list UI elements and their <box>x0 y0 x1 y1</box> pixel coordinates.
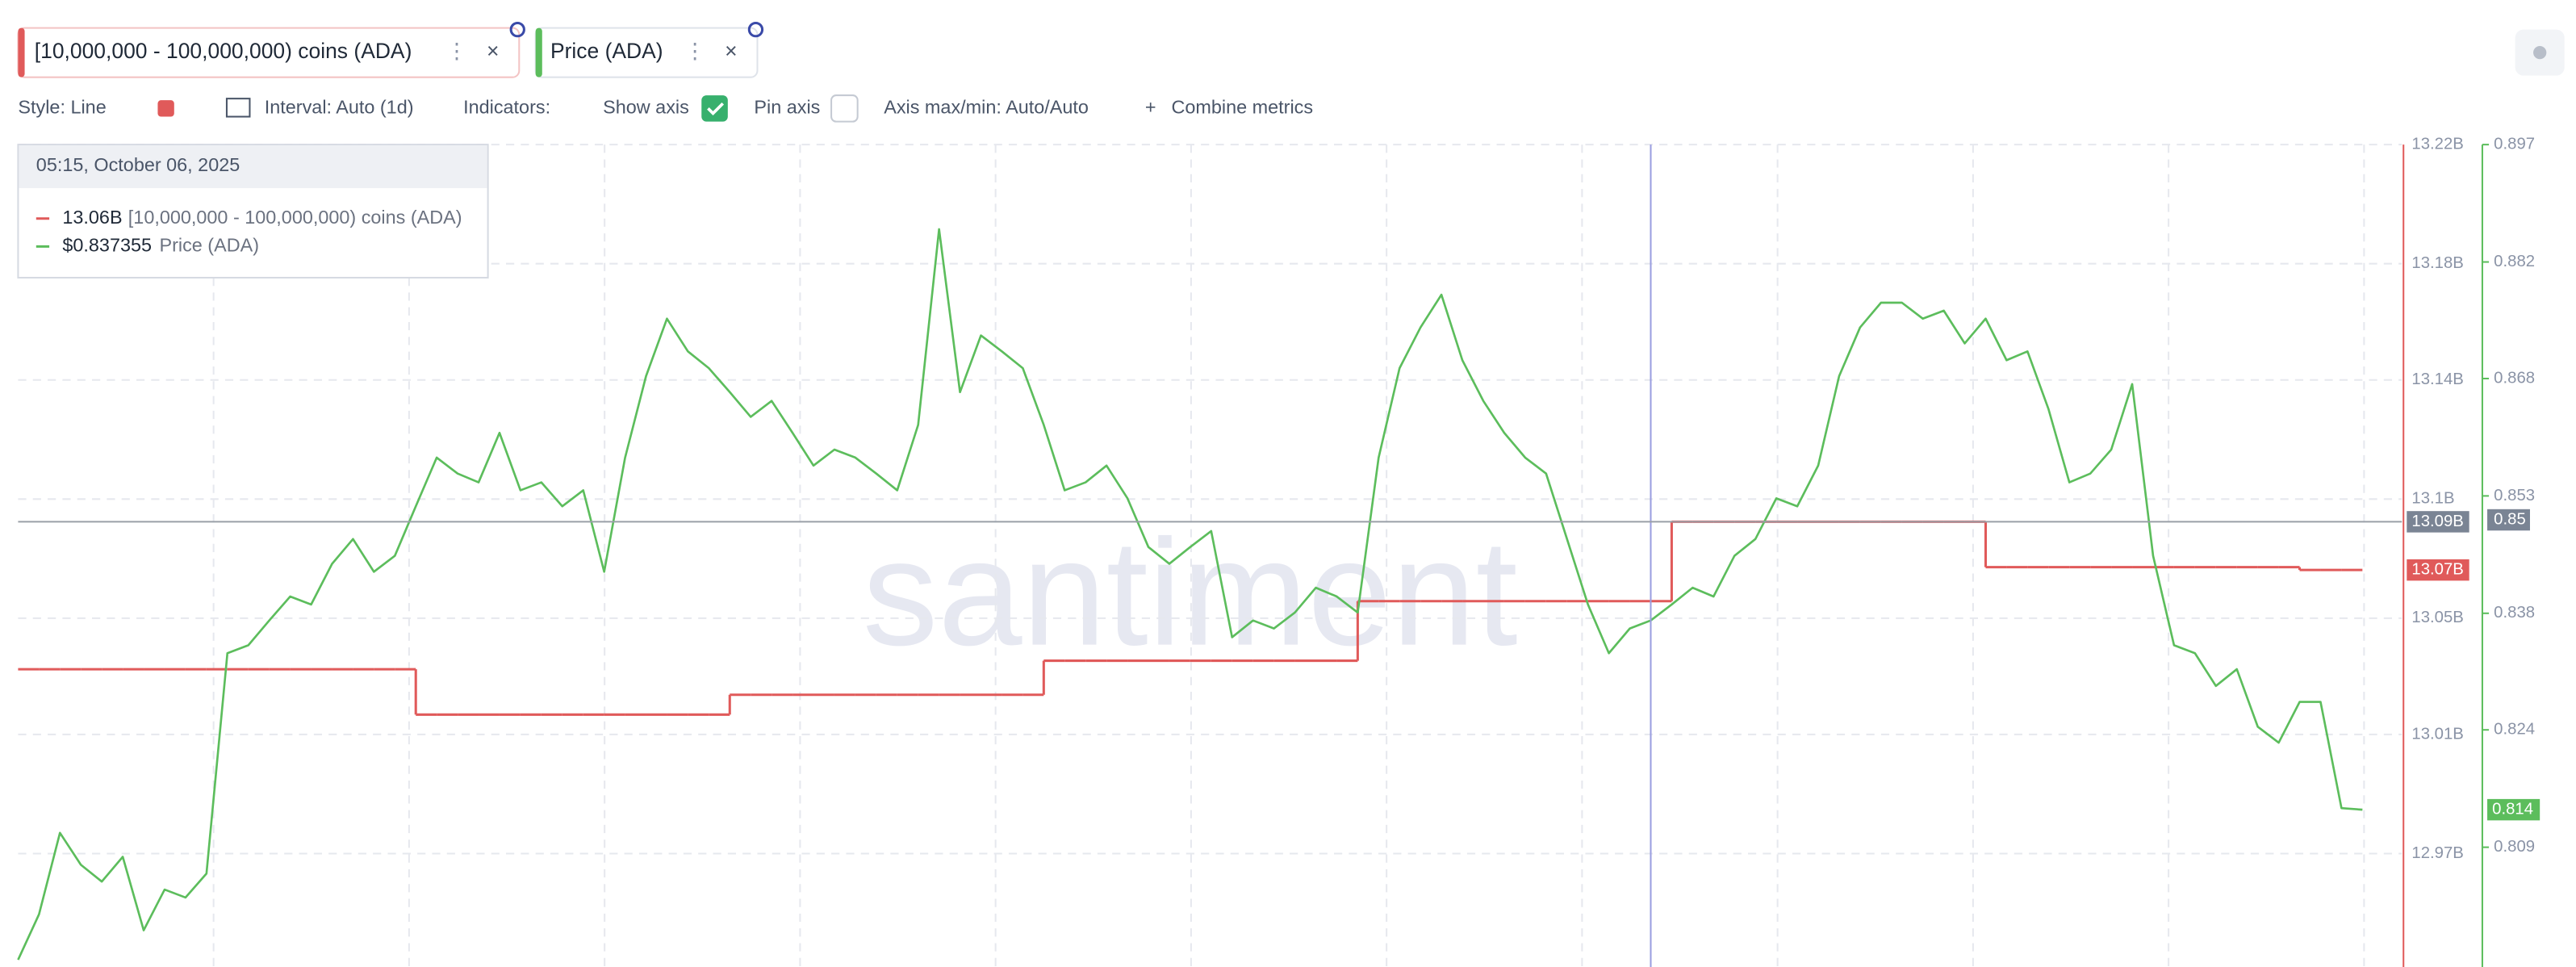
plot: 12.97B 13.01B 13.05B 13.1B 13.14B 13.18B 13.22… <box>17 136 2540 967</box>
y2-tick-label: 0.868 <box>2494 369 2535 387</box>
close-icon[interactable]: × <box>725 39 737 63</box>
y2-tick-label: 0.838 <box>2494 604 2535 622</box>
last-value-label: 13.07B <box>2411 561 2463 579</box>
close-icon[interactable]: × <box>487 39 499 63</box>
tooltip-metric: [10,000,000 - 100,000,000) coins (ADA) <box>128 207 462 228</box>
interval-select[interactable]: Interval: Auto (1d) <box>265 97 414 118</box>
toggle-icon <box>2533 45 2547 60</box>
check-mark <box>707 102 725 116</box>
crosshair-badge <box>2487 509 2530 531</box>
metric-name: Price (ADA) <box>550 39 663 63</box>
interval-icon <box>225 98 251 118</box>
y2-tick-label: 0.824 <box>2494 721 2535 739</box>
tooltip-date: 05:15, October 06, 2025 <box>36 154 240 175</box>
axis-minmax-select[interactable]: Axis max/min: Auto/Auto <box>884 97 1089 118</box>
style-select[interactable]: Style: Line <box>18 97 106 118</box>
y-tick-label: 13.22B <box>2411 136 2463 153</box>
y-tick-label: 13.05B <box>2411 609 2463 626</box>
y2-tick-label: 0.853 <box>2494 487 2535 504</box>
tooltip-value: $0.837355 <box>62 235 152 256</box>
show-axis-checkbox[interactable] <box>701 95 728 122</box>
watermark: santiment <box>863 508 1518 677</box>
crosshair-badge <box>2407 511 2469 533</box>
y-tick-label: 13.01B <box>2411 725 2463 743</box>
tooltip-metric: Price (ADA) <box>159 235 259 256</box>
tooltip-value: 13.06B <box>62 207 122 228</box>
crosshair-label: 13.09B <box>2411 513 2463 530</box>
last-value-label: 0.814 <box>2492 801 2533 818</box>
settings-icon[interactable] <box>509 21 525 38</box>
price-line <box>17 228 2363 961</box>
last-value-badge <box>2407 559 2469 581</box>
combine-metrics[interactable]: Combine metrics <box>1171 97 1313 118</box>
y2-tick-label: 0.897 <box>2494 136 2535 153</box>
y-tick-label: 13.14B <box>2411 370 2463 388</box>
y2-tick-label: 0.809 <box>2494 838 2535 856</box>
y-tick-label: 13.18B <box>2411 254 2463 272</box>
show-axis-label: Show axis <box>603 97 689 118</box>
y-tick-label: 12.97B <box>2411 844 2463 862</box>
y-tick-label: 13.1B <box>2411 490 2454 508</box>
crosshair-label: 0.85 <box>2494 510 2526 528</box>
last-value-badge <box>2487 798 2540 821</box>
tooltip: 05:15, October 06, 2025 13.06B [10,000,0… <box>17 144 489 279</box>
tooltip-header <box>19 145 487 189</box>
settings-icon[interactable] <box>747 21 764 38</box>
pin-axis-label: Pin axis <box>754 97 820 118</box>
metric-color <box>18 27 25 77</box>
metric-color <box>535 27 542 77</box>
pin-axis-checkbox[interactable] <box>830 94 859 123</box>
menu-icon[interactable]: ⋮ <box>446 39 467 63</box>
menu-icon[interactable]: ⋮ <box>684 39 705 63</box>
y2-tick-label: 0.882 <box>2494 253 2535 270</box>
metric-name: [10,000,000 - 100,000,000) coins (ADA) <box>35 39 412 63</box>
indicators-select[interactable]: Indicators: <box>463 97 550 118</box>
plus-icon: + <box>1145 97 1156 118</box>
color-picker[interactable] <box>157 100 174 117</box>
